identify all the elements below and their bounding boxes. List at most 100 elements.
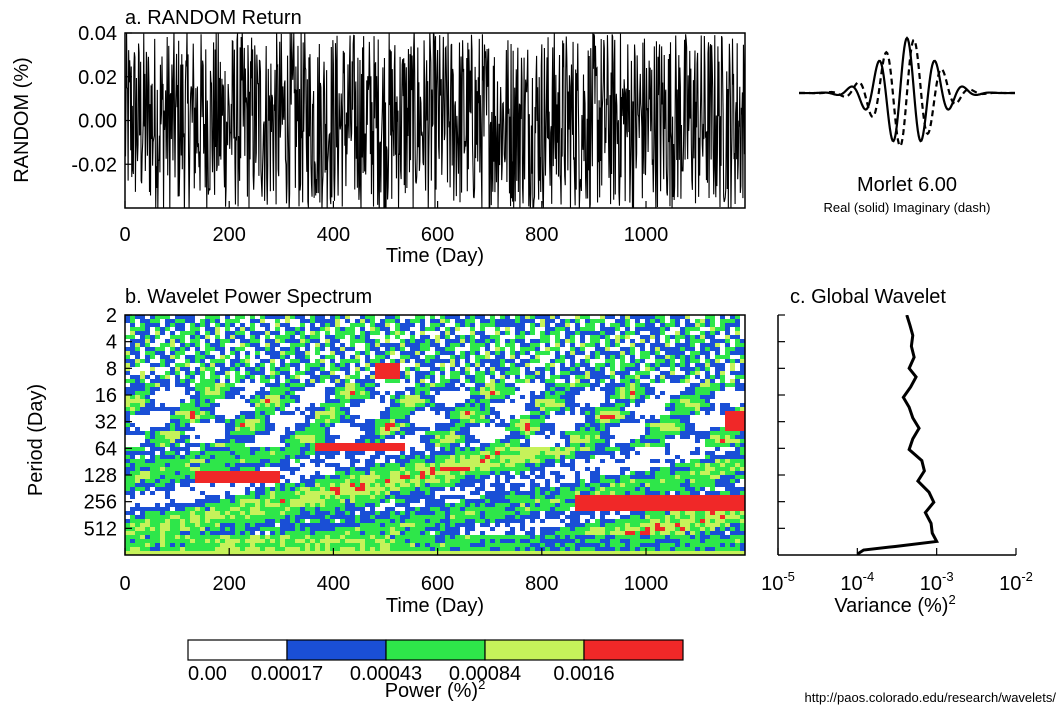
- heatmap-cell: [200, 439, 206, 444]
- heatmap-cell: [650, 399, 656, 404]
- heatmap-cell: [475, 383, 481, 388]
- heatmap-cell: [535, 467, 541, 472]
- heatmap-cell: [525, 343, 531, 348]
- heatmap-cell: [295, 315, 301, 320]
- heatmap-cell: [495, 371, 501, 376]
- heatmap-cell: [495, 439, 501, 444]
- heatmap-cell: [290, 343, 296, 348]
- heatmap-cell: [560, 391, 566, 396]
- heatmap-cell: [585, 355, 591, 360]
- heatmap-cell: [485, 431, 491, 436]
- heatmap-cell: [410, 467, 416, 472]
- heatmap-cell: [320, 415, 326, 420]
- heatmap-cell: [195, 379, 201, 384]
- heatmap-cell: [660, 415, 666, 420]
- heatmap-cell: [625, 371, 631, 376]
- heatmap-cell: [140, 459, 146, 464]
- heatmap-cell: [540, 431, 546, 436]
- heatmap-cell: [410, 331, 416, 336]
- heatmap-cell: [225, 339, 231, 344]
- heatmap-cell: [325, 355, 331, 360]
- heatmap-cell: [255, 467, 261, 472]
- heatmap-cell: [320, 423, 326, 428]
- heatmap-cell: [490, 455, 496, 460]
- heatmap-cell: [375, 375, 381, 380]
- heatmap-cell: [715, 447, 721, 452]
- heatmap-cell: [500, 363, 506, 368]
- heatmap-cell: [195, 419, 201, 424]
- heatmap-cell: [565, 383, 571, 388]
- heatmap-cell: [320, 323, 326, 328]
- heatmap-cell: [740, 431, 745, 436]
- heatmap-cell: [690, 447, 696, 452]
- heatmap-cell: [355, 415, 361, 420]
- heatmap-cell: [285, 355, 291, 360]
- heatmap-cell: [515, 355, 521, 360]
- heatmap-cell: [450, 451, 456, 456]
- heatmap-cell: [295, 459, 301, 464]
- heatmap-cell: [200, 403, 206, 408]
- heatmap-cell: [340, 455, 346, 460]
- heatmap-cell: [245, 387, 251, 392]
- heatmap-cell: [410, 319, 416, 324]
- heatmap-cell: [615, 379, 621, 384]
- heatmap-cell: [170, 363, 176, 368]
- heatmap-cell: [735, 355, 741, 360]
- heatmap-cell: [310, 339, 316, 344]
- heatmap-cell: [220, 435, 226, 440]
- heatmap-cell: [490, 439, 496, 444]
- heatmap-cell: [590, 443, 596, 448]
- heatmap-cell: [140, 423, 146, 428]
- heatmap-cell: [290, 327, 296, 332]
- heatmap-cell: [270, 387, 276, 392]
- heatmap-cell: [280, 355, 286, 360]
- heatmap-cell: [665, 343, 671, 348]
- heatmap-cell: [550, 327, 556, 332]
- heatmap-cell: [725, 443, 731, 448]
- heatmap-cell: [550, 391, 556, 396]
- heatmap-cell: [665, 379, 671, 384]
- heatmap-cell: [395, 335, 401, 340]
- heatmap-cell: [500, 371, 506, 376]
- heatmap-cell: [675, 319, 681, 324]
- heatmap-cell: [280, 419, 286, 424]
- heatmap-cell: [385, 315, 391, 320]
- heatmap-cell: [730, 435, 736, 440]
- heatmap-cell: [615, 431, 621, 436]
- heatmap-cell: [230, 375, 236, 380]
- heatmap-cell: [245, 339, 251, 344]
- heatmap-cell: [655, 359, 661, 364]
- heatmap-cell: [580, 451, 586, 456]
- heatmap-cell: [615, 383, 621, 388]
- heatmap-cell: [185, 419, 191, 424]
- heatmap-cell: [130, 403, 136, 408]
- heatmap-cell: [370, 387, 376, 392]
- heatmap-cell: [735, 395, 741, 400]
- heatmap-cell: [330, 467, 336, 472]
- heatmap-cell: [290, 407, 296, 412]
- heatmap-cell: [145, 331, 151, 336]
- heatmap-cell: [490, 379, 496, 384]
- heatmap-cell: [170, 395, 176, 400]
- heatmap-cell: [580, 343, 586, 348]
- heatmap-cell: [175, 451, 181, 456]
- heatmap-cell: [450, 459, 456, 464]
- heatmap-cell: [405, 431, 411, 436]
- heatmap-cell: [145, 319, 151, 324]
- heatmap-cell: [385, 423, 391, 428]
- heatmap-cell: [600, 363, 606, 368]
- heatmap-cell: [650, 435, 656, 440]
- heatmap-cell: [280, 455, 286, 460]
- heatmap-cell: [375, 415, 381, 420]
- heatmap-cell: [520, 327, 526, 332]
- heatmap-cell: [635, 411, 641, 416]
- heatmap-cell: [320, 375, 326, 380]
- heatmap-cell: [405, 363, 411, 368]
- heatmap-cell: [170, 447, 176, 452]
- heatmap-cell: [515, 363, 521, 368]
- heatmap-cell: [615, 419, 621, 424]
- heatmap-cell: [235, 435, 241, 440]
- heatmap-cell: [430, 339, 436, 344]
- heatmap-cell: [630, 367, 636, 372]
- heatmap-cell: [505, 463, 511, 468]
